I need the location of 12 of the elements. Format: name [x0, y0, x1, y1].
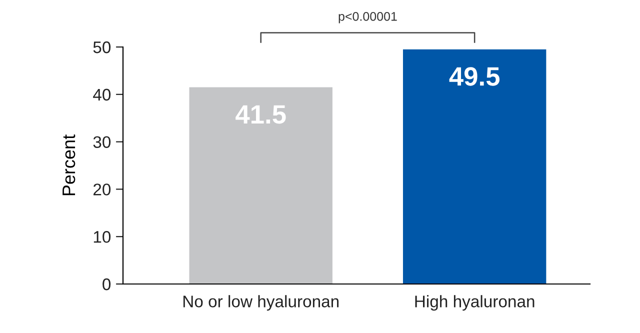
y-tick-label: 30: [93, 136, 111, 148]
y-tick-label: 40: [93, 88, 111, 101]
y-tick-label: 50: [93, 41, 111, 54]
y-axis-title: Percent: [62, 134, 76, 196]
data-label: 41.5: [236, 105, 286, 124]
x-tick-label: High hyaluronan: [415, 295, 534, 311]
y-tick-label: 20: [93, 184, 111, 196]
y-tick-label: 10: [94, 231, 111, 243]
text: p<0.00001: [338, 12, 397, 24]
y-tick-label: 0: [102, 278, 111, 290]
data-label: 49.5: [449, 67, 500, 86]
x-tick-label: No or low hyaluronan: [183, 295, 339, 311]
